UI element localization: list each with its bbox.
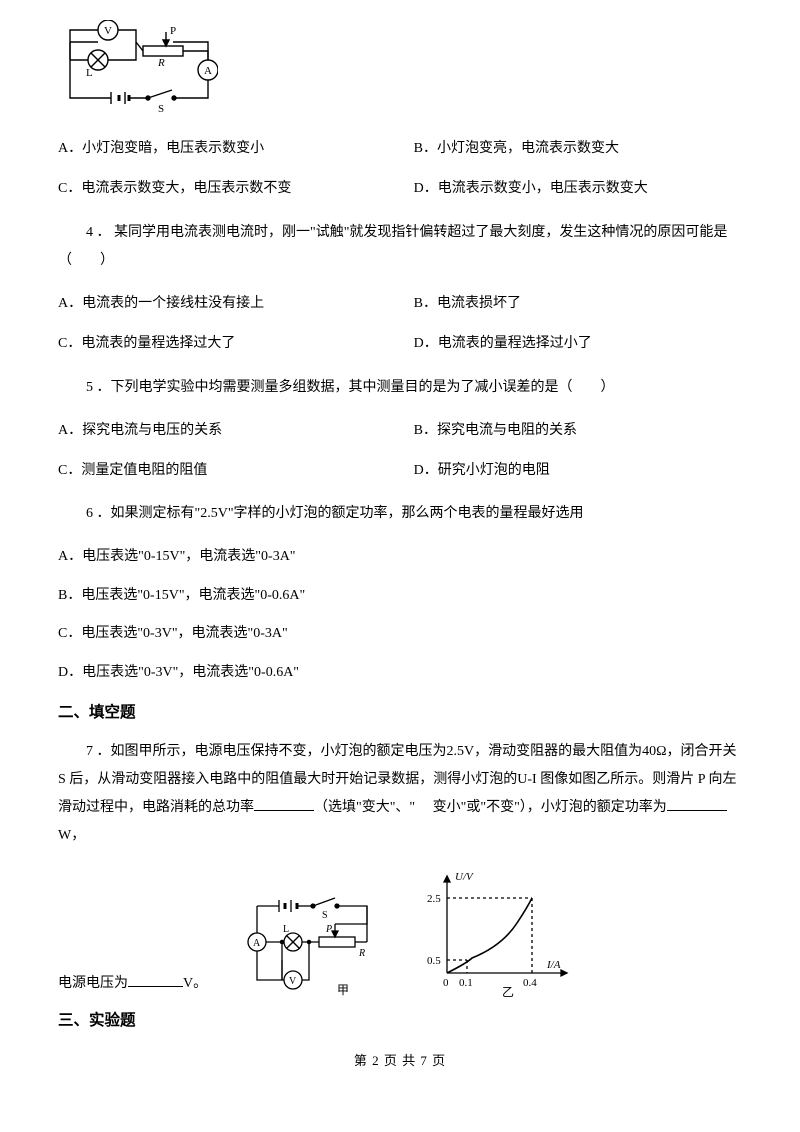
label-jia: 甲 [337,983,349,997]
q5-stem: 5 ．下列电学实验中均需要测量多组数据，其中测量目的是为了减小误差的是（ ） [58,374,742,402]
q3-options-row1: A．小灯泡变暗，电压表示数变小 B．小灯泡变亮，电流表示数变大 [58,138,742,160]
ytick-25: 2.5 [427,893,441,905]
q6-opt-b: B．电压表选"0-15V"，电流表选"0-0.6A" [58,585,742,607]
q7-part2-pre: 电源电压为 [58,976,128,991]
page-footer: 第 2 页 共 7 页 [58,1050,742,1069]
section3-heading: 三、实验题 [58,1008,742,1030]
label-yi: 乙 [502,985,514,998]
q6-stem: 6 ．如果测定标有"2.5V"字样的小灯泡的额定功率，那么两个电表的量程最好选用 [58,500,742,528]
q6-opt-d: D．电压表选"0-3V"，电流表选"0-0.6A" [58,662,742,684]
q3-options-row2: C．电流表示数变大，电压表示数不变 D．电流表示数变小，电压表示数变大 [58,178,742,200]
label-v2: V [289,976,297,987]
q4-options-row1: A．电流表的一个接线柱没有接上 B．电流表损坏了 [58,293,742,315]
q4-opt-b: B．电流表损坏了 [414,293,742,315]
label-p: P [170,25,176,37]
q7-unit1: W， [58,828,85,843]
blank2 [667,796,727,811]
q4-opt-a: A．电流表的一个接线柱没有接上 [58,293,414,315]
ytick-05: 0.5 [427,955,441,967]
label-a: A [204,65,212,77]
label-r: R [157,57,165,69]
q5-options-row1: A．探究电流与电压的关系 B．探究电流与电阻的关系 [58,420,742,442]
q3-opt-a: A．小灯泡变暗，电压表示数变小 [58,138,414,160]
q4-stem: 4 ． 某同学用电流表测电流时，刚一"试触"就发现指针偏转超过了最大刻度，发生这… [58,219,742,275]
xtick-0: 0 [443,977,449,989]
q7-fill1: （选填"变大"、" 变小"或"不变"），小灯泡的额定功率为 [314,800,667,815]
q6-opt-c: C．电压表选"0-3V"，电流表选"0-3A" [58,623,742,645]
xlabel: I/A [546,959,561,971]
q4-opt-c: C．电流表的量程选择过大了 [58,333,414,355]
q7-circuit-jia: S A L P R V 甲 [237,888,387,998]
xtick-01: 0.1 [459,977,473,989]
q5-opt-c: C．测量定值电阻的阻值 [58,460,414,482]
q7-figures: 电源电压为 V。 [58,868,742,998]
q5-options-row2: C．测量定值电阻的阻值 D．研究小灯泡的电阻 [58,460,742,482]
q7-part2-post: V。 [183,976,207,991]
q3-opt-b: B．小灯泡变亮，电流表示数变大 [414,138,742,160]
label-a2: A [253,938,261,949]
blank3 [128,972,183,987]
q3-opt-c: C．电流表示数变大，电压表示数不变 [58,178,414,200]
label-r2: R [358,948,365,959]
q6-opt-a: A．电压表选"0-15V"，电流表选"0-3A" [58,546,742,568]
q7-graph-yi: U/V I/A 2.5 0.5 0 0.1 0.4 乙 [417,868,587,998]
q5-opt-d: D．研究小灯泡的电阻 [414,460,742,482]
section2-heading: 二、填空题 [58,700,742,722]
label-p2: P [325,924,332,935]
q5-opt-b: B．探究电流与电阻的关系 [414,420,742,442]
label-l2: L [283,924,289,935]
q3-circuit-diagram: V A L P R S [58,20,742,120]
label-v: V [104,25,112,37]
q3-opt-d: D．电流表示数变小，电压表示数变大 [414,178,742,200]
q4-opt-d: D．电流表的量程选择过小了 [414,333,742,355]
ylabel: U/V [455,871,474,883]
blank1 [254,796,314,811]
label-s: S [158,103,164,115]
q7-stem: 7 ．如图甲所示，电源电压保持不变，小灯泡的额定电压为2.5V，滑动变阻器的最大… [58,738,742,850]
xtick-04: 0.4 [523,977,537,989]
q5-opt-a: A．探究电流与电压的关系 [58,420,414,442]
label-s2: S [322,910,328,921]
label-l: L [86,67,93,79]
q4-options-row2: C．电流表的量程选择过大了 D．电流表的量程选择过小了 [58,333,742,355]
